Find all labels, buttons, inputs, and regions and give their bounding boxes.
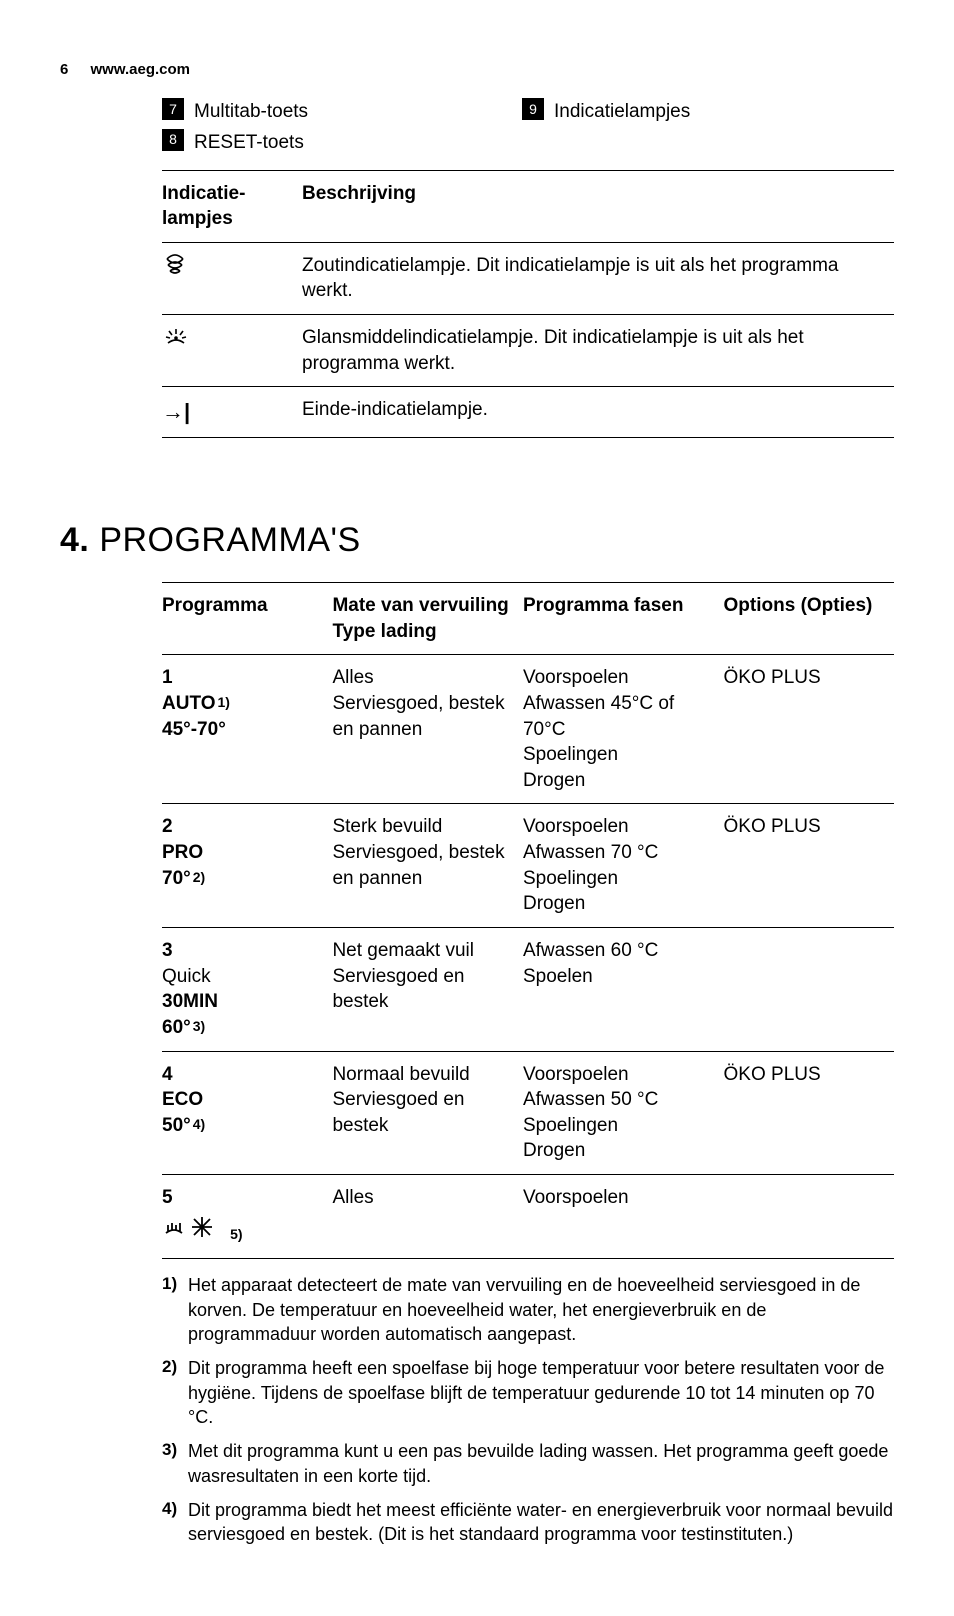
footnote-1: 1) Het apparaat detecteert de mate van v…	[162, 1273, 894, 1346]
section-title: 4. PROGRAMMA'S	[60, 518, 894, 564]
fn-text: Dit programma heeft een spoelfase bij ho…	[188, 1356, 894, 1429]
page-header: 6 www.aeg.com	[60, 60, 894, 80]
phases-cell: Voorspoelen Afwassen 45°C of 70°C Spoeli…	[523, 655, 724, 804]
prog-cell-1: 1 AUTO1) 45°-70°	[162, 655, 332, 804]
phases-cell: Voorspoelen	[523, 1175, 724, 1259]
end-icon: →|	[162, 387, 302, 438]
fn-num: 2)	[162, 1356, 188, 1429]
section-number: 4.	[60, 521, 89, 559]
prog-num: 3	[162, 940, 173, 961]
legend-item-9: 9 Indicatielampjes	[522, 98, 690, 125]
opts-cell	[724, 928, 894, 1052]
fn-ref: 5)	[230, 1226, 242, 1242]
table-row: 1 AUTO1) 45°-70° Alles Serviesgoed, best…	[162, 655, 894, 804]
legend-row-2: 8 RESET-toets	[162, 129, 894, 156]
th2a: Mate van vervuiling	[332, 595, 508, 616]
prog-name-a: ECO	[162, 1089, 203, 1110]
prog-num: 2	[162, 816, 173, 837]
table-row: 2 PRO 70°2) Sterk bevuild Serviesgoed, b…	[162, 804, 894, 928]
table-row: →| Einde-indicatielampje.	[162, 387, 894, 438]
site-url: www.aeg.com	[91, 61, 190, 78]
fn-ref: 1)	[217, 694, 229, 710]
opts-cell: ÖKO PLUS	[724, 804, 894, 928]
prog-name-b: 50°	[162, 1115, 191, 1136]
footnote-3: 3) Met dit programma kunt u een pas bevu…	[162, 1439, 894, 1488]
fn-num: 1)	[162, 1273, 188, 1346]
soil-cell: Sterk bevuild Serviesgoed, bestek en pan…	[332, 804, 523, 928]
fn-ref: 3)	[193, 1018, 205, 1034]
phases-cell: Voorspoelen Afwassen 70 °C Spoelingen Dr…	[523, 804, 724, 928]
prog-name-a: Quick	[162, 966, 211, 987]
table-row: 5 5) Alles Voorspoelen	[162, 1175, 894, 1259]
num-badge-8: 8	[162, 129, 184, 151]
fn-text: Met dit programma kunt u een pas bevuild…	[188, 1439, 894, 1488]
legend-label-7: Multitab-toets	[194, 98, 308, 125]
footnotes: 1) Het apparaat detecteert de mate van v…	[162, 1273, 894, 1546]
ind-th1: Indicatie-lampjes	[162, 170, 302, 242]
phases-cell: Voorspoelen Afwassen 50 °C Spoelingen Dr…	[523, 1051, 724, 1175]
prog-name-a: AUTO	[162, 693, 215, 714]
prog-cell-3: 3 Quick 30MIN 60°3)	[162, 928, 332, 1052]
prog-num: 5	[162, 1187, 173, 1208]
prog-name-b: 45°-70°	[162, 719, 226, 740]
th2b: Type lading	[332, 621, 436, 642]
table-row: Glansmiddelindicatielampje. Dit indicati…	[162, 315, 894, 387]
fn-ref: 4)	[193, 1116, 205, 1132]
table-row: Zoutindicatielampje. Dit indicatielampje…	[162, 242, 894, 314]
table-row: 4 ECO 50°4) Normaal bevuild Serviesgoed …	[162, 1051, 894, 1175]
num-badge-7: 7	[162, 98, 184, 120]
soil-cell: Net gemaakt vuil Serviesgoed en bestek	[332, 928, 523, 1052]
footnote-4: 4) Dit programma biedt het meest efficië…	[162, 1498, 894, 1547]
fn-ref: 2)	[193, 869, 205, 885]
legend-item-8: 8 RESET-toets	[162, 129, 522, 156]
fn-text: Het apparaat detecteert de mate van verv…	[188, 1273, 894, 1346]
num-badge-9: 9	[522, 98, 544, 120]
page-number: 6	[60, 61, 68, 78]
opts-cell: ÖKO PLUS	[724, 655, 894, 804]
opts-cell: ÖKO PLUS	[724, 1051, 894, 1175]
legend-row-1: 7 Multitab-toets 9 Indicatielampjes	[162, 98, 894, 125]
prog-name-b: 70°	[162, 868, 191, 889]
prog-th3: Programma fasen	[523, 582, 724, 654]
indicator-table: Indicatie-lampjes Beschrijving Zoutindic…	[162, 170, 894, 439]
prog-num: 4	[162, 1064, 173, 1085]
footnote-2: 2) Dit programma heeft een spoelfase bij…	[162, 1356, 894, 1429]
soil-cell: Alles Serviesgoed, bestek en pannen	[332, 655, 523, 804]
soil-cell: Alles	[332, 1175, 523, 1259]
section-name: PROGRAMMA'S	[99, 521, 360, 559]
prog-cell-5: 5 5)	[162, 1175, 332, 1259]
prog-th1: Programma	[162, 582, 332, 654]
prog-num: 1	[162, 667, 173, 688]
fn-num: 3)	[162, 1439, 188, 1488]
ind-desc-2: Glansmiddelindicatielampje. Dit indicati…	[302, 315, 894, 387]
opts-cell	[724, 1175, 894, 1259]
prog-cell-4: 4 ECO 50°4)	[162, 1051, 332, 1175]
rinse-aid-icon	[162, 315, 302, 387]
soil-cell: Normaal bevuild Serviesgoed en bestek	[332, 1051, 523, 1175]
programs-table: Programma Mate van vervuiling Type ladin…	[162, 582, 894, 1260]
prog-th2: Mate van vervuiling Type lading	[332, 582, 523, 654]
prog-cell-2: 2 PRO 70°2)	[162, 804, 332, 928]
phases-cell: Afwassen 60 °C Spoelen	[523, 928, 724, 1052]
ind-desc-3: Einde-indicatielampje.	[302, 387, 894, 438]
ind-th2: Beschrijving	[302, 170, 894, 242]
prog-name-b: 30MIN 60°	[162, 991, 218, 1038]
salt-icon	[162, 242, 302, 314]
legend-label-9: Indicatielampjes	[554, 98, 690, 125]
table-row: 3 Quick 30MIN 60°3) Net gemaakt vuil Ser…	[162, 928, 894, 1052]
legend-item-7: 7 Multitab-toets	[162, 98, 522, 125]
fn-text: Dit programma biedt het meest efficiënte…	[188, 1498, 894, 1547]
ind-desc-1: Zoutindicatielampje. Dit indicatielampje…	[302, 242, 894, 314]
prog-name-a: PRO	[162, 842, 203, 863]
prog-th4: Options (Opties)	[724, 582, 894, 654]
prewash-icon	[162, 1221, 228, 1246]
legend-label-8: RESET-toets	[194, 129, 304, 156]
fn-num: 4)	[162, 1498, 188, 1547]
